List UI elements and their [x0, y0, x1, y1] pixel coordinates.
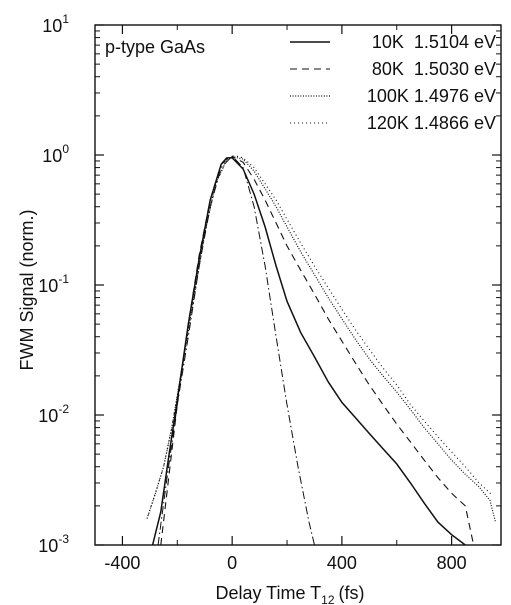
- x-axis: -400 0 400 800: [104, 25, 467, 573]
- series-line-5: [157, 155, 315, 545]
- legend-entry-3: 100K 1.4976 eV: [367, 86, 496, 106]
- x-axis-label-unit: (fs): [339, 583, 365, 603]
- sample-annotation: p-type GaAs: [105, 37, 205, 57]
- x-tick-label: 400: [327, 553, 357, 573]
- legend-entry-4: 120K 1.4866 eV: [367, 113, 496, 133]
- series-line-2: [160, 156, 475, 545]
- y-axis-label: FWM Signal (norm.): [17, 209, 37, 370]
- y-tick-label: 10-3: [38, 532, 69, 556]
- legend: 10K 1.5104 eV 80K 1.5030 eV 100K 1.4976 eV…: [290, 32, 496, 133]
- y-tick-label: 101: [42, 12, 69, 36]
- y-tick-label: 100: [42, 142, 69, 166]
- x-axis-label-main: Delay Time T: [215, 583, 321, 603]
- legend-entry-2: 80K 1.5030 eV: [372, 59, 496, 79]
- y-axis: 101 100 10-1 10-2 10-3: [38, 12, 501, 556]
- x-tick-label: -400: [104, 553, 140, 573]
- series-line-4: [146, 155, 494, 519]
- series-group: [146, 155, 497, 545]
- x-tick-label: 0: [227, 553, 237, 573]
- x-axis-label-sub: 12: [321, 593, 335, 605]
- x-tick-label: 800: [437, 553, 467, 573]
- y-tick-label: 10-2: [38, 402, 69, 426]
- legend-entry-1: 10K 1.5104 eV: [372, 32, 496, 52]
- y-tick-label: 10-1: [38, 272, 69, 296]
- series-line-1: [151, 157, 466, 545]
- series-line-3: [146, 156, 497, 523]
- x-axis-label: Delay Time T12 (fs): [215, 583, 364, 605]
